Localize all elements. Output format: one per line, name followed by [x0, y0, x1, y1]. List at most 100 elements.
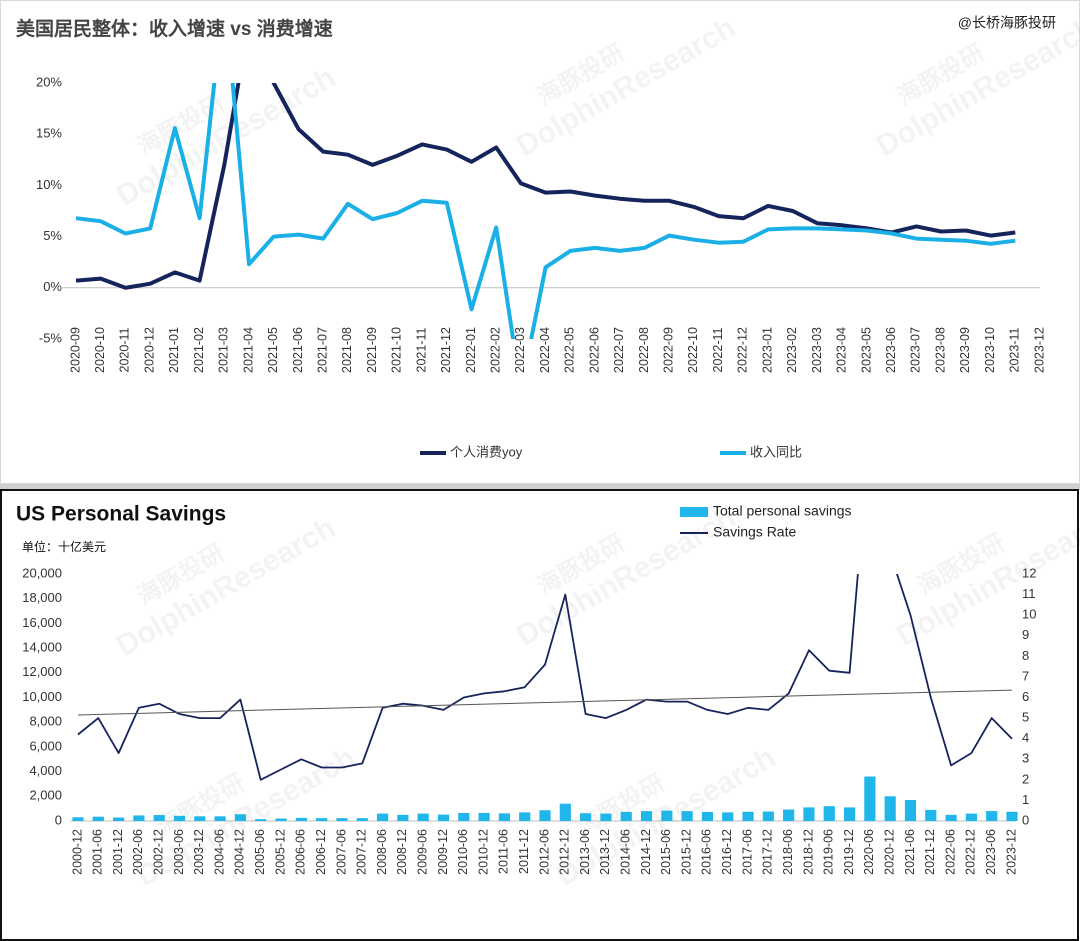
x-tick-label: 2023-11 — [1008, 327, 1022, 372]
y-tick-label: 4,000 — [29, 763, 62, 778]
bar — [133, 815, 145, 821]
bar — [742, 811, 754, 821]
series-line — [75, 83, 1016, 339]
bar — [843, 807, 856, 821]
trendline — [77, 689, 1013, 716]
x-tick-label: 2007-12 — [355, 829, 369, 875]
bar — [153, 815, 165, 821]
y2-tick-label: 0 — [1022, 812, 1029, 827]
x-tick-label: 2020-12 — [142, 327, 156, 373]
y2-tick-label: 7 — [1022, 668, 1029, 683]
x-tick-label: 2022-04 — [538, 327, 552, 373]
bar — [356, 818, 368, 821]
x-tick-label: 2016-06 — [700, 829, 714, 875]
x-tick-label: 2023-03 — [810, 327, 824, 373]
x-tick-label: 2023-06 — [884, 327, 898, 373]
x-tick-label: 2021-05 — [266, 327, 280, 373]
bar — [986, 811, 998, 821]
x-tick-label: 2023-04 — [835, 327, 849, 373]
x-tick-label: 2015-06 — [659, 829, 673, 875]
x-tick-label: 2022-11 — [711, 327, 725, 372]
bar — [661, 810, 673, 821]
chart-title: US Personal Savings — [16, 503, 226, 526]
x-tick-label: 2023-12 — [1032, 327, 1046, 373]
y2-tick-label: 3 — [1022, 751, 1029, 766]
x-tick-label: 2019-12 — [842, 829, 856, 875]
x-tick-label: 2023-05 — [859, 327, 873, 373]
x-tick-label: 2014-06 — [619, 829, 633, 875]
y-tick-label: 16,000 — [22, 615, 62, 630]
x-tick-label: 2021-12 — [923, 829, 937, 875]
bar — [925, 809, 937, 821]
bar — [173, 815, 186, 821]
x-tick-label: 2021-06 — [291, 327, 305, 373]
series-line — [75, 83, 1016, 290]
x-tick-label: 2016-12 — [720, 829, 734, 875]
y-tick-label: 2,000 — [29, 788, 62, 803]
bar — [295, 817, 307, 821]
bar — [965, 813, 977, 821]
x-tick-label: 2022-05 — [563, 327, 577, 373]
x-tick-label: 2023-12 — [1004, 829, 1018, 875]
bar — [945, 814, 957, 821]
x-tick-label: 2022-01 — [464, 327, 478, 373]
bar — [600, 813, 612, 821]
x-tick-label: 2023-10 — [983, 327, 997, 373]
bar — [397, 814, 409, 821]
bar — [519, 812, 531, 821]
x-tick-label: 2022-07 — [612, 327, 626, 373]
x-tick-label: 2022-12 — [964, 829, 978, 875]
y-tick-label: 14,000 — [22, 640, 62, 655]
bar — [376, 813, 389, 821]
x-tick-label: 2020-10 — [93, 327, 107, 373]
bar — [803, 807, 815, 821]
x-tick-label: 2009-12 — [436, 829, 450, 875]
x-tick-label: 2010-12 — [476, 829, 490, 875]
y2-tick-label: 4 — [1022, 730, 1029, 745]
separator — [0, 484, 1080, 490]
y-tick-label: 6,000 — [29, 738, 62, 753]
x-tick-label: 2015-12 — [679, 829, 693, 875]
x-tick-label: 2006-12 — [314, 829, 328, 875]
x-tick-label: 2008-12 — [395, 829, 409, 875]
x-tick-label: 2017-12 — [761, 829, 775, 875]
x-tick-label: 2003-06 — [172, 829, 186, 875]
y2-tick-label: 10 — [1022, 607, 1036, 622]
x-tick-label: 2021-12 — [439, 327, 453, 373]
panel-top — [0, 0, 1080, 485]
bar — [72, 817, 84, 821]
x-tick-label: 2018-12 — [801, 829, 815, 875]
x-tick-label: 2004-06 — [212, 829, 226, 875]
bar — [437, 814, 450, 821]
x-tick-label: 2022-12 — [736, 327, 750, 373]
x-tick-label: 2022-06 — [943, 829, 957, 875]
bar — [620, 811, 632, 821]
x-tick-label: 2011-12 — [517, 829, 531, 874]
series-line — [77, 574, 1013, 781]
x-tick-label: 2022-09 — [662, 327, 676, 373]
bar — [823, 806, 835, 821]
x-tick-label: 2020-11 — [118, 327, 132, 372]
x-tick-label: 2002-12 — [152, 829, 166, 875]
y2-tick-label: 12 — [1022, 565, 1036, 580]
bar — [681, 811, 693, 821]
bar — [336, 818, 348, 821]
x-tick-label: 2022-06 — [587, 327, 601, 373]
x-tick-label: 2002-06 — [131, 829, 145, 875]
y2-tick-label: 9 — [1022, 627, 1029, 642]
x-tick-label: 2021-07 — [315, 327, 329, 373]
y2-tick-label: 6 — [1022, 689, 1029, 704]
bar — [234, 814, 247, 821]
bar — [478, 812, 490, 821]
bar — [113, 817, 125, 821]
x-tick-label: 2005-12 — [273, 829, 287, 875]
legend-label: 个人消费yoy — [450, 444, 523, 459]
bar — [316, 818, 328, 821]
bar — [864, 776, 876, 821]
y2-tick-label: 5 — [1022, 710, 1029, 725]
x-tick-label: 2021-09 — [365, 327, 379, 373]
x-tick-label: 2013-06 — [578, 829, 592, 875]
x-tick-label: 2001-12 — [111, 829, 125, 875]
y-tick-label: 0% — [43, 279, 62, 294]
x-tick-label: 2022-08 — [637, 327, 651, 373]
